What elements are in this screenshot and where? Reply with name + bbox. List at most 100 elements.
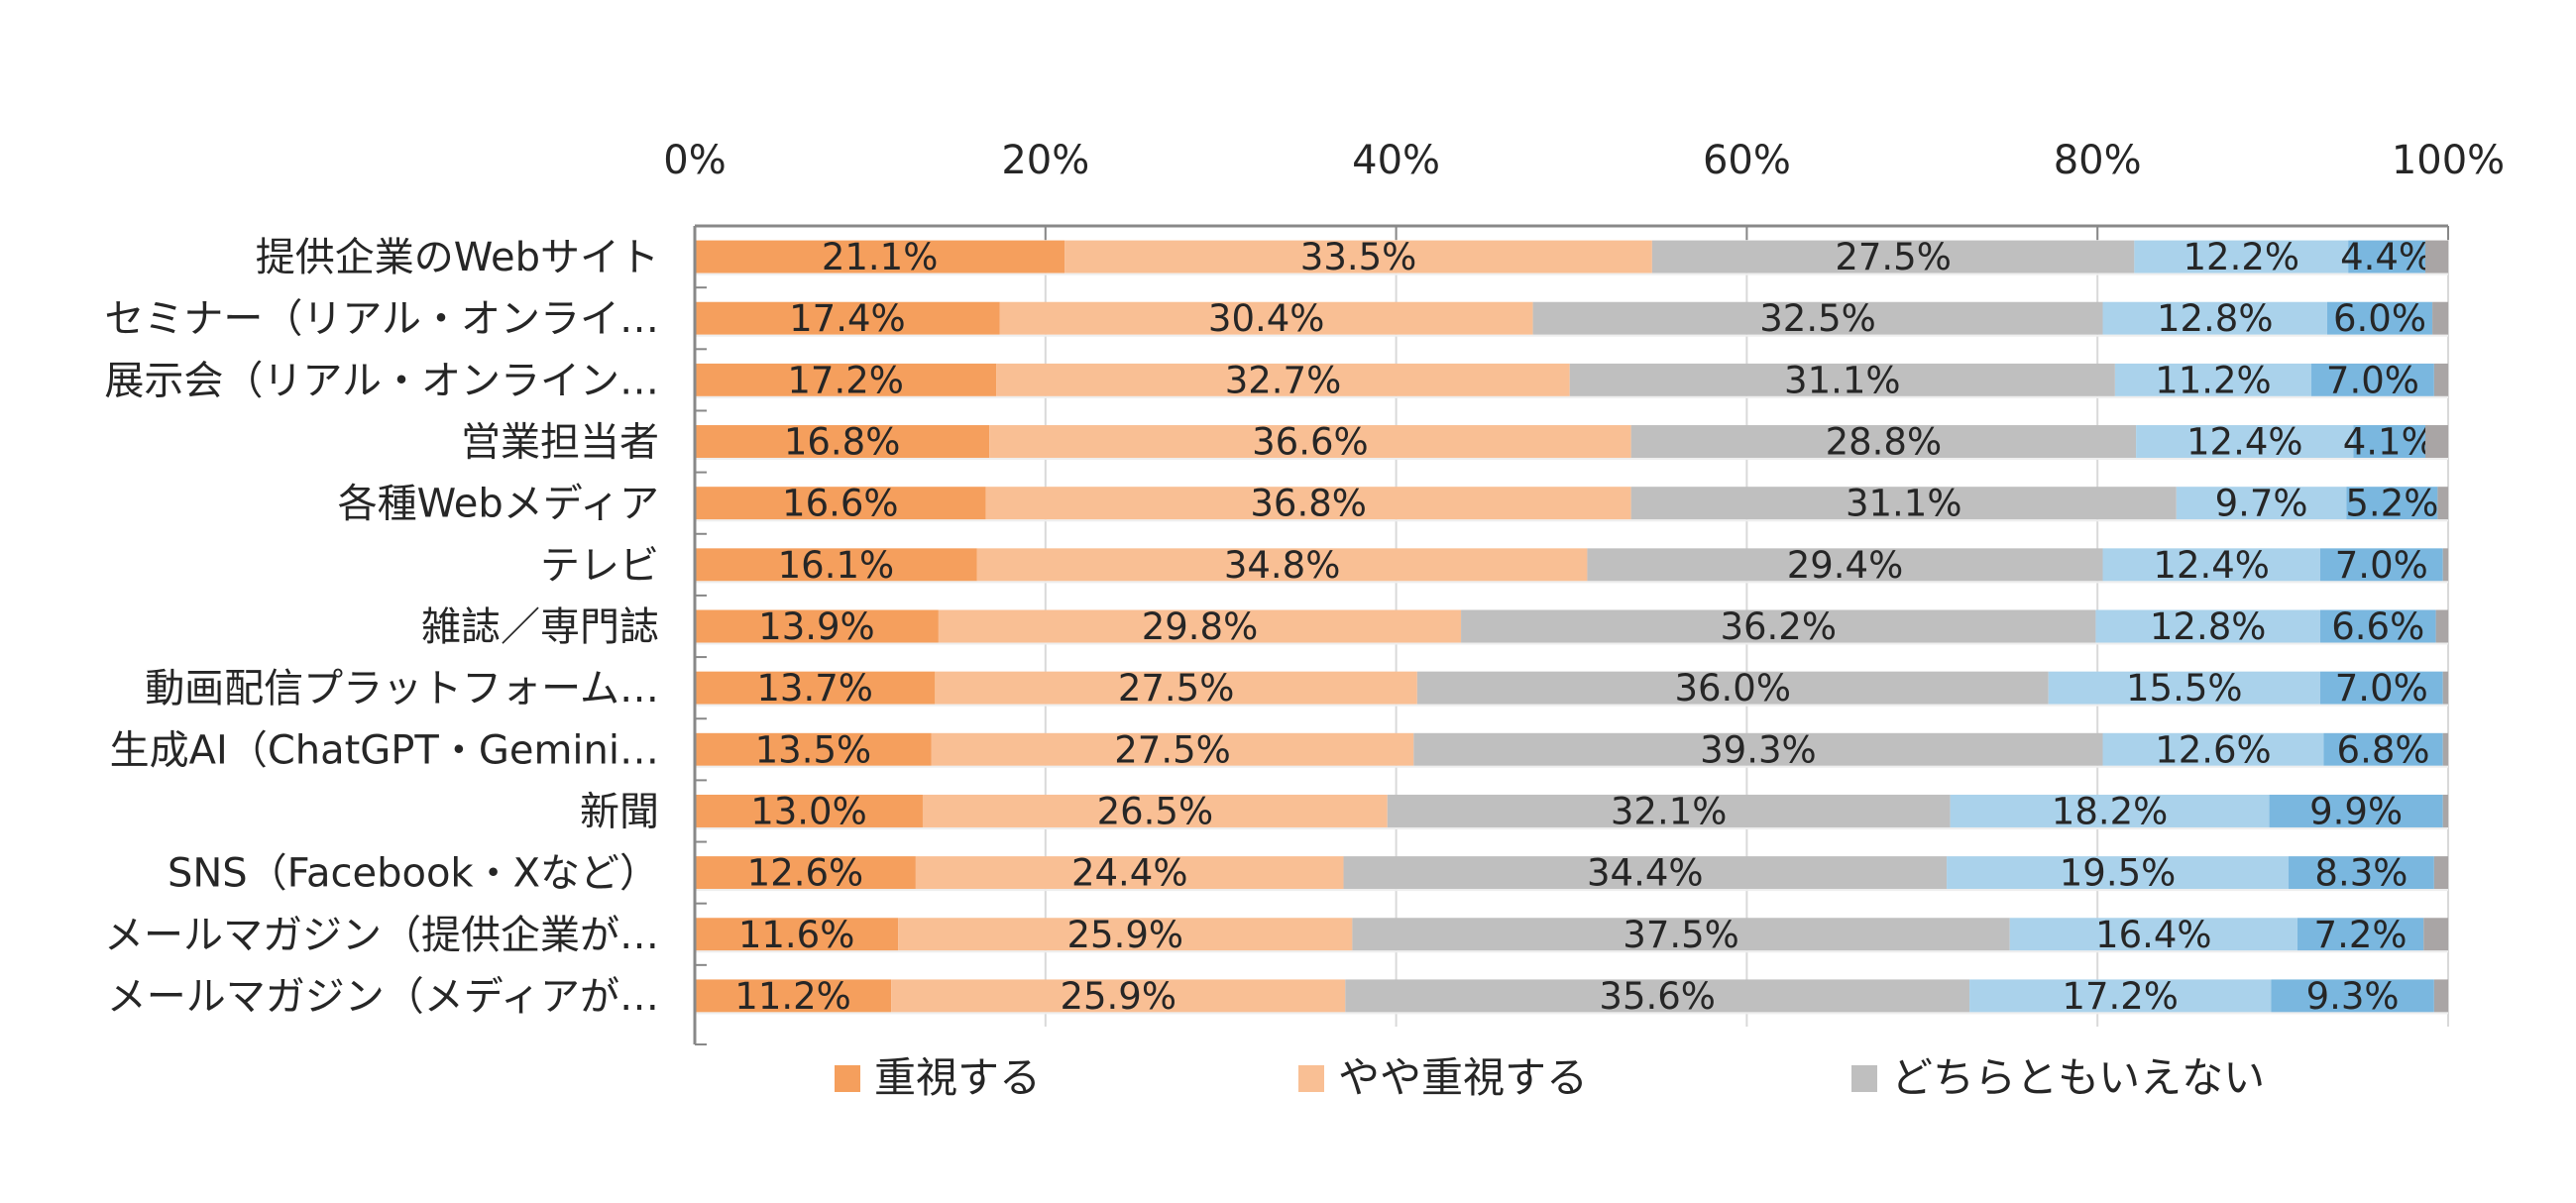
bar-segment [695,548,977,582]
category-label: 雑誌／専門誌 [421,604,659,650]
bar-segment [2435,609,2448,643]
data-label: 9.7% [2215,483,2308,525]
bar-segment [1413,732,2103,766]
x-tick-label: 0% [663,138,726,183]
bar-segment [2432,301,2448,335]
bar-segment [2319,609,2436,643]
data-label: 36.2% [1720,605,1837,648]
bar-segment [2442,732,2448,766]
bar-segment [1587,548,2103,582]
category-label: セミナー（リアル・オンライ… [104,296,659,342]
data-label: 13.7% [756,667,873,710]
bar-segment [695,794,923,827]
category-label: 動画配信プラットフォーム… [145,666,659,711]
legend-swatch [1851,1065,1877,1092]
data-label: 36.0% [1674,667,1791,710]
legend-swatch [835,1065,860,1092]
category-label: 提供企業のWebサイト [256,235,659,280]
bar-segment [2319,671,2443,705]
data-label: 26.5% [1097,790,1214,832]
bar-segment [891,979,1346,1013]
bar-segment [996,363,1570,396]
bar-segment [1969,979,2272,1013]
data-label: 12.6% [747,852,864,895]
data-label: 11.2% [734,975,851,1018]
data-label: 17.2% [2062,975,2179,1018]
data-label: 6.0% [2333,297,2426,340]
data-label: 12.8% [2157,297,2274,340]
data-label: 17.4% [789,297,906,340]
bar-segment [985,487,1631,520]
bar-segment [695,487,986,520]
data-label: 28.8% [1826,421,1943,464]
data-label: 16.8% [784,421,901,464]
bar-segment [931,732,1414,766]
data-label: 30.4% [1208,297,1325,340]
category-label: メールマガジン（提供企業が… [104,913,659,958]
data-label: 25.9% [1067,914,1184,956]
bar-segment [2102,548,2320,582]
data-label: 34.4% [1587,852,1704,895]
category-label: 各種Webメディア [338,482,659,527]
bar-segment [2442,671,2448,705]
bar-segment [2353,425,2426,459]
data-label: 37.5% [1623,914,1739,956]
legend-label: どちらともいえない [1891,1053,2265,1102]
data-label: 15.5% [2126,667,2243,710]
bar-segment [1532,301,2103,335]
data-label: 34.8% [1224,544,1341,587]
bar-segment [1064,240,1652,273]
bar-segment [1352,918,2010,951]
bar-segment [2346,487,2438,520]
bar-segment [2095,609,2320,643]
bar-segment [2425,425,2448,459]
bar-segment [2271,979,2434,1013]
data-label: 11.6% [738,914,855,956]
data-label: 32.7% [1225,359,1342,401]
x-tick-label: 40% [1352,138,1440,183]
bar-segment [989,425,1631,459]
legend-swatch [1298,1065,1324,1092]
data-label: 17.2% [787,359,904,401]
category-label: 営業担当者 [461,420,659,466]
x-tick-label: 60% [1703,138,1791,183]
data-label: 27.5% [1835,236,1952,278]
bar-segment [2319,548,2443,582]
bar-segment [1416,671,2049,705]
data-label: 7.0% [2326,359,2419,401]
bar-segment [2423,918,2448,951]
bar-segment [1345,979,1970,1013]
data-label: 11.2% [2155,359,2272,401]
data-label: 18.2% [2052,790,2169,832]
bar-segment [695,425,990,459]
bar-segment [2311,363,2434,396]
bar-segment [2442,548,2448,582]
data-label: 12.8% [2150,605,2267,648]
data-label: 24.4% [1071,852,1188,895]
data-label: 29.4% [1787,544,1904,587]
bar-segment [695,918,899,951]
data-label: 9.3% [2306,975,2400,1018]
category-label: 生成AI（ChatGPT・Gemini… [110,727,659,773]
bar-segment [2009,918,2297,951]
bar-segment [695,979,892,1013]
data-label: 32.1% [1611,790,1728,832]
data-label: 9.9% [2309,790,2403,832]
bar-segment [2437,487,2448,520]
bar-segment [2269,794,2443,827]
data-label: 25.9% [1060,975,1176,1018]
data-label: 13.9% [758,605,875,648]
data-label: 12.4% [2186,421,2303,464]
data-label: 12.6% [2155,728,2272,771]
x-tick-label: 80% [2054,138,2142,183]
bar-segment [2048,671,2320,705]
category-label: テレビ [540,543,659,589]
bar-segment [1651,240,2135,273]
bar-segment [695,240,1065,273]
bar-segment [2433,979,2448,1013]
bar-segment [2323,732,2443,766]
data-label: 35.6% [1599,975,1716,1018]
data-label: 7.2% [2314,914,2408,956]
bar-segment [1630,487,2177,520]
bar-segment [2425,240,2448,273]
